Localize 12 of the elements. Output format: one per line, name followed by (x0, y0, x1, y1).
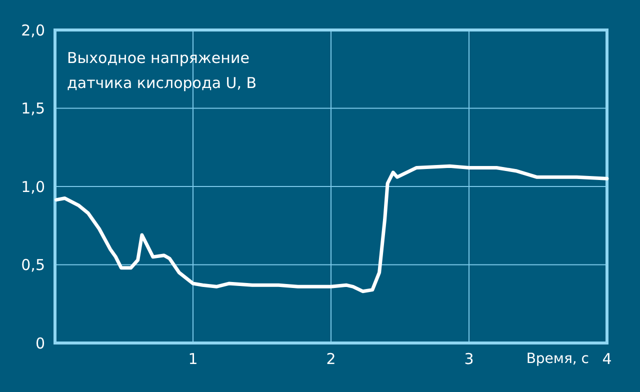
text: Выходное напряжение датчика кислорода U, В (67, 49, 257, 92)
y-tick-label: 1,0 (21, 178, 45, 196)
x-axis-title: Время, с (526, 351, 589, 367)
y-tick-label: 0 (35, 334, 45, 352)
x-tick-label: 3 (464, 350, 474, 368)
x-tick-label: 2 (326, 350, 336, 368)
y-tick-label: 2,0 (21, 21, 45, 40)
x-tick-label: 4 (602, 350, 612, 368)
y-tick-label: 0,5 (21, 256, 45, 274)
x-tick-label: 1 (188, 350, 198, 368)
line-series (54, 164, 609, 294)
y-tick-label: 1,5 (21, 100, 45, 118)
